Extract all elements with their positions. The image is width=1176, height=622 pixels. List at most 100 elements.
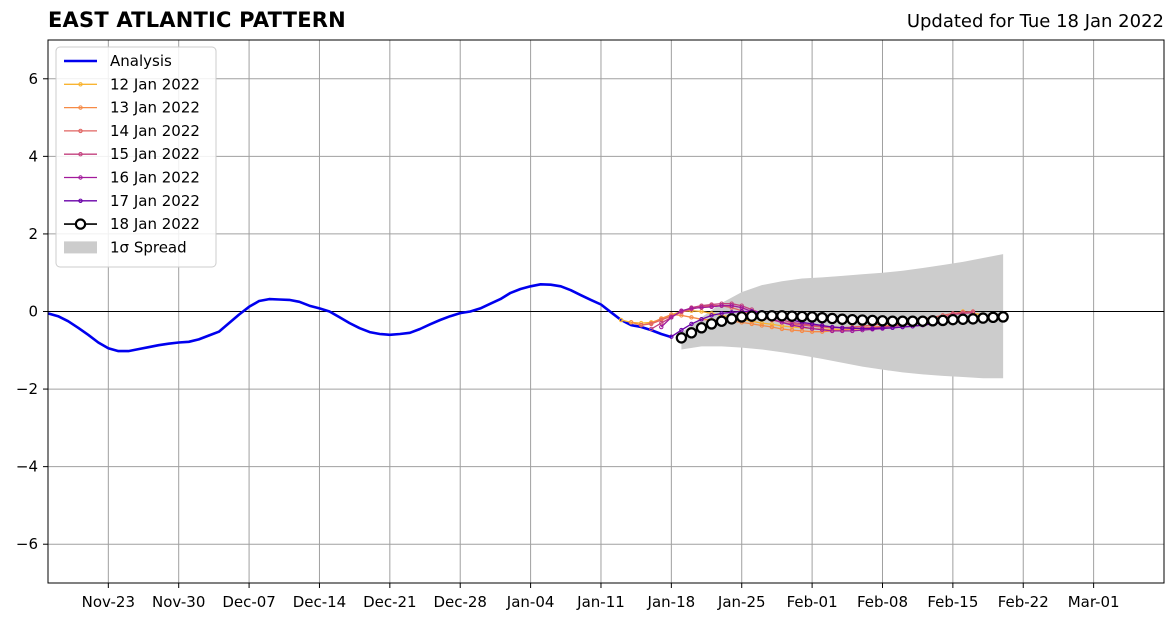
y-tick-label: −6 xyxy=(16,535,38,553)
x-tick-label: Dec-14 xyxy=(293,593,347,611)
y-tick-label: 4 xyxy=(28,147,38,165)
forecast-point xyxy=(699,305,704,310)
forecast-point xyxy=(819,323,825,328)
forecast-point xyxy=(830,324,835,330)
chart-subtitle: Updated for Tue 18 Jan 2022 xyxy=(906,11,1164,32)
y-tick-label: 6 xyxy=(28,70,38,88)
forecast-point xyxy=(789,322,795,328)
legend-label: 16 Jan 2022 xyxy=(110,169,200,187)
forecast-point xyxy=(836,313,848,325)
forecast-point xyxy=(819,327,825,332)
legend-handle-marker xyxy=(78,198,83,204)
legend-handle-marker xyxy=(78,82,83,87)
series-group xyxy=(47,282,1009,353)
forecast-point xyxy=(937,314,949,327)
legend-handle-spread xyxy=(64,241,97,254)
forecast-point xyxy=(876,315,889,327)
forecast-point xyxy=(870,326,875,331)
forecast-point xyxy=(746,310,758,322)
forecast-point xyxy=(967,313,979,325)
forecast-point xyxy=(659,324,664,330)
forecast-point xyxy=(850,325,855,331)
forecast-point xyxy=(736,311,748,323)
legend-label: 15 Jan 2022 xyxy=(110,145,200,163)
forecast-point xyxy=(786,310,798,322)
forecast-point xyxy=(705,318,718,330)
forecast-point xyxy=(806,311,818,323)
forecast-point xyxy=(669,315,674,320)
chart-title: EAST ATLANTIC PATTERN xyxy=(48,8,346,32)
forecast-point xyxy=(977,312,989,324)
x-tick-label: Jan-11 xyxy=(576,593,625,611)
analysis-line xyxy=(47,282,672,353)
legend-label: 18 Jan 2022 xyxy=(110,215,200,233)
forecast-point xyxy=(866,314,879,327)
forecast-point xyxy=(789,327,795,333)
forecast-point xyxy=(669,334,674,339)
forecast-point xyxy=(679,308,684,313)
forecast-point xyxy=(850,328,855,334)
forecast-point xyxy=(816,312,828,324)
forecast-point xyxy=(846,313,859,326)
legend-handle-marker xyxy=(78,175,83,180)
forecast-point xyxy=(957,313,969,325)
forecast-point xyxy=(618,317,624,323)
forecast-point xyxy=(638,322,644,328)
legend-handle-marker xyxy=(78,128,83,134)
y-tick-label: −4 xyxy=(16,458,38,476)
x-tick-label: Feb-22 xyxy=(998,593,1049,611)
forecast-point xyxy=(776,310,788,322)
x-tick-label: Nov-23 xyxy=(82,593,135,611)
forecast-point xyxy=(699,317,704,322)
forecast-point xyxy=(709,313,714,318)
forecast-point xyxy=(729,303,734,308)
forecast-point xyxy=(917,315,929,327)
forecast-point xyxy=(695,322,708,334)
forecast-point xyxy=(766,310,778,322)
forecast-point xyxy=(997,311,1009,323)
x-tick-label: Jan-25 xyxy=(717,593,766,611)
legend-box xyxy=(55,46,217,268)
legend-label: 14 Jan 2022 xyxy=(110,122,200,140)
x-tick-label: Feb-15 xyxy=(927,593,978,611)
forecast-point xyxy=(749,321,754,327)
forecast-point xyxy=(769,322,775,327)
forecast-point xyxy=(840,325,845,330)
forecast-point xyxy=(759,323,765,328)
forecast-point xyxy=(947,313,959,326)
x-tick-label: Dec-21 xyxy=(363,593,417,611)
forecast-point xyxy=(628,320,634,325)
x-tick-label: Jan-04 xyxy=(506,593,555,611)
forecast-point xyxy=(649,321,654,327)
forecast-point xyxy=(689,321,694,327)
forecast-point xyxy=(809,326,815,331)
legend-label: Analysis xyxy=(110,52,172,70)
x-tick-label: Feb-01 xyxy=(787,593,838,611)
forecast-point xyxy=(886,315,899,327)
legend-handle-marker xyxy=(78,152,83,157)
forecast-point xyxy=(769,324,775,330)
forecast-point xyxy=(719,303,724,308)
axis-ticks: Nov-23 Nov-30 Dec-07 Dec-14 Dec-21 Dec-28 Jan-… xyxy=(16,70,1120,611)
forecast-point xyxy=(719,311,724,316)
y-tick-label: 0 xyxy=(28,303,38,321)
forecast-point xyxy=(826,312,838,325)
forecast-point xyxy=(679,327,684,333)
forecast-point xyxy=(927,315,939,327)
legend-label: 1σ Spread xyxy=(110,238,187,256)
forecast-point xyxy=(675,332,688,344)
x-tick-label: Nov-30 xyxy=(152,593,205,611)
forecast-point xyxy=(685,327,698,339)
legend-handle-marker xyxy=(78,105,83,110)
forecast-point xyxy=(715,315,728,327)
forecast-point xyxy=(649,326,654,332)
legend-label: 13 Jan 2022 xyxy=(110,99,200,117)
x-tick-label: Feb-08 xyxy=(857,593,908,611)
x-tick-label: Dec-28 xyxy=(433,593,487,611)
forecast-point xyxy=(796,310,808,323)
forecast-series-18-jan-2022 xyxy=(675,310,1009,344)
x-tick-label: Dec-07 xyxy=(222,593,276,611)
forecast-point xyxy=(856,314,869,326)
forecast-point xyxy=(689,306,694,311)
